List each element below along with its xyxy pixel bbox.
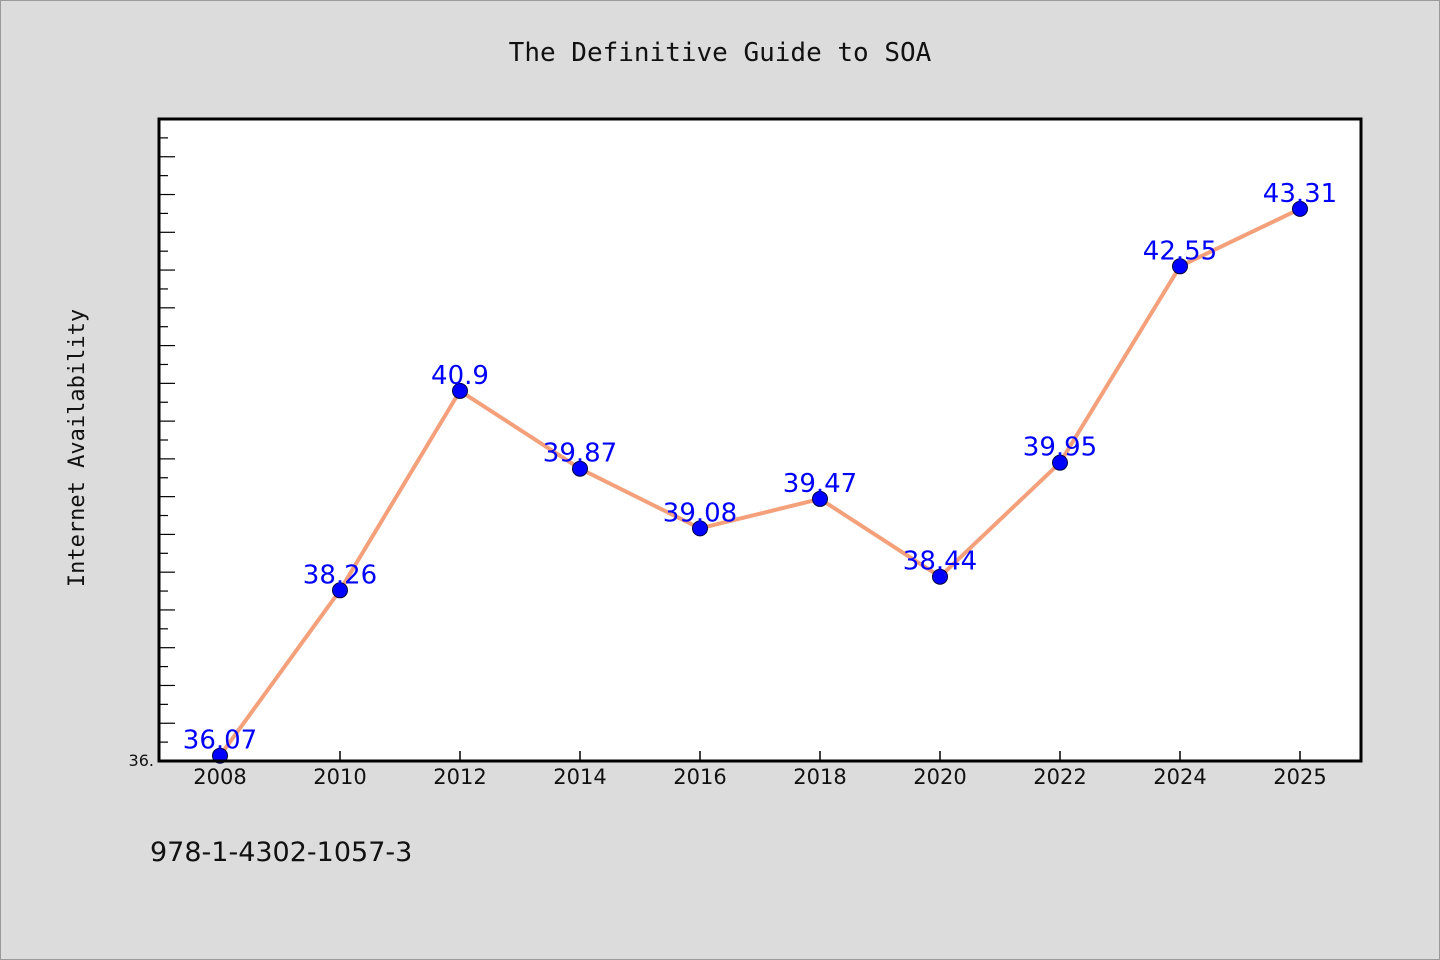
data-point-label: 39.87 [543,439,617,469]
x-tick-label: 2012 [433,765,486,789]
data-point-marker [452,382,468,399]
data-point-marker [1052,454,1068,471]
data-point-label: 38.26 [303,560,377,590]
y-tick-label: 36. [129,751,154,770]
data-point-marker [572,460,588,477]
x-tick-label: 2025 [1273,765,1326,789]
x-tick-label: 2020 [913,765,966,789]
data-labels: 36.07 38.26 40.9 39.87 39.08 39.47 38.44 39.95 4… [183,179,1337,756]
data-point-marker [812,490,828,507]
x-tick-label: 2010 [313,765,366,789]
x-axis-ticks: 2008 2010 2012 2014 2016 2018 2020 2022 2024 2025 [193,751,1327,789]
series-line [218,207,1301,757]
data-point-label: 36.07 [183,726,257,756]
data-point-marker [212,747,228,764]
isbn-text: 978-1-4302-1057-3 [150,837,412,868]
x-tick-label: 2008 [193,765,246,789]
chart-title: The Definitive Guide to SOA [509,38,932,68]
data-point-marker [692,520,708,537]
x-tick-label: 2014 [553,765,606,789]
plot-area [159,119,1361,761]
data-point-label: 42.55 [1143,236,1217,266]
y-axis-label: Internet Availability [65,309,90,587]
data-point-marker [332,582,348,599]
data-markers [212,200,1308,764]
data-point-marker [1172,258,1188,275]
data-point-marker [932,568,948,585]
x-tick-label: 2018 [793,765,846,789]
plot-border [157,117,1363,763]
data-point-label: 43.31 [1263,179,1337,209]
x-tick-label: 2024 [1153,765,1206,789]
data-point-label: 40.9 [431,361,489,391]
x-tick-label: 2022 [1033,765,1086,789]
x-tick-label: 2016 [673,765,726,789]
data-point-label: 39.08 [663,498,737,528]
data-point-label: 38.44 [903,547,977,577]
data-point-marker [1292,200,1308,217]
data-point-label: 39.95 [1023,433,1097,463]
data-point-label: 39.47 [783,469,857,499]
